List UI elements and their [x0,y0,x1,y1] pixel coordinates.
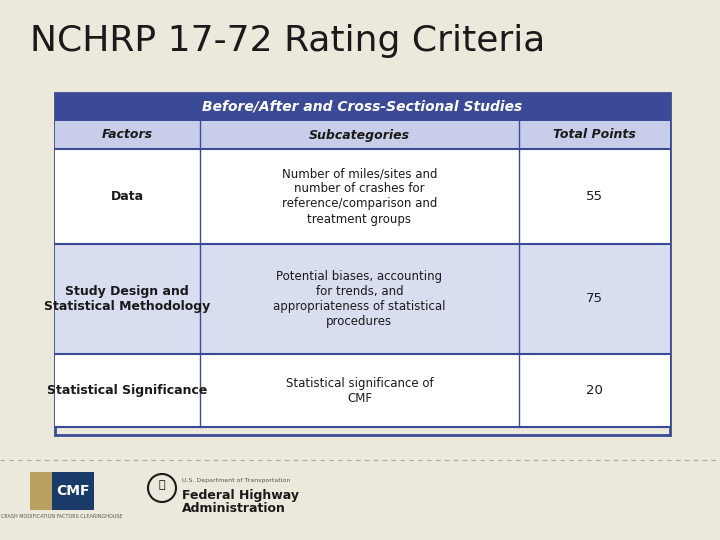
Text: Administration: Administration [182,502,286,515]
Bar [30,472,52,510]
Text: Data: Data [111,190,144,203]
Text: CMF: CMF [56,484,90,498]
Text: NCHRP 17-72 Rating Criteria: NCHRP 17-72 Rating Criteria [30,24,545,58]
Text: 75: 75 [586,293,603,306]
Bar [55,93,670,435]
Bar [55,354,670,427]
Bar [55,121,670,149]
Text: Federal Highway: Federal Highway [182,489,299,502]
Bar [55,244,670,354]
Text: Subcategories: Subcategories [309,129,410,141]
Bar [55,93,670,121]
Text: Total Points: Total Points [553,129,636,141]
Text: Before/After and Cross-Sectional Studies: Before/After and Cross-Sectional Studies [202,100,523,114]
Text: 20: 20 [586,384,603,397]
Text: Potential biases, accounting
for trends, and
appropriateness of statistical
proc: Potential biases, accounting for trends,… [273,270,446,328]
Text: 55: 55 [586,190,603,203]
Text: 🚗: 🚗 [158,480,166,490]
Text: Study Design and
Statistical Methodology: Study Design and Statistical Methodology [44,285,210,313]
Text: U.S. Department of Transportation: U.S. Department of Transportation [182,478,290,483]
Text: CRASH MODIFICATION FACTORS CLEARINGHOUSE: CRASH MODIFICATION FACTORS CLEARINGHOUSE [1,514,122,519]
Text: Statistical significance of
CMF: Statistical significance of CMF [286,376,433,404]
Bar [52,472,94,510]
Text: Factors: Factors [102,129,153,141]
Bar [55,149,670,244]
Text: Number of miles/sites and
number of crashes for
reference/comparison and
treatme: Number of miles/sites and number of cras… [282,167,437,226]
Text: Statistical Significance: Statistical Significance [47,384,207,397]
